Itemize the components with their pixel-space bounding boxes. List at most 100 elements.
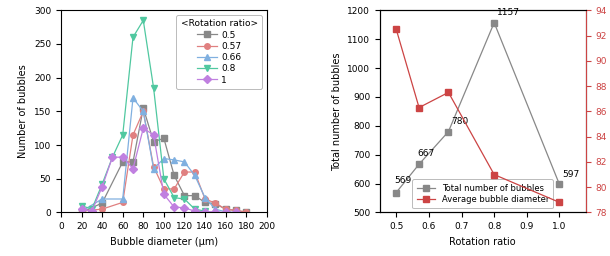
0.5 — [243, 211, 250, 214]
0.66 — [129, 96, 137, 99]
0.5 — [119, 160, 126, 163]
Text: 1157: 1157 — [497, 8, 520, 17]
Line: Total number of bubbles: Total number of bubbles — [393, 20, 562, 195]
0.57 — [212, 201, 219, 205]
1 — [119, 156, 126, 159]
0.57 — [150, 165, 157, 168]
1 — [78, 208, 85, 211]
1 — [212, 210, 219, 213]
0.57 — [160, 187, 168, 190]
Average bubble diameter — [393, 28, 400, 31]
Average bubble diameter — [556, 201, 563, 204]
0.5 — [140, 106, 147, 110]
1 — [140, 127, 147, 130]
0.5 — [212, 202, 219, 205]
0.8 — [119, 133, 126, 136]
0.57 — [222, 208, 229, 211]
0.66 — [119, 197, 126, 200]
0.8 — [140, 19, 147, 22]
1 — [201, 210, 209, 213]
Total number of bubbles — [490, 21, 498, 24]
X-axis label: Rotation ratio: Rotation ratio — [450, 237, 516, 247]
0.57 — [181, 170, 188, 174]
1 — [181, 206, 188, 209]
1 — [129, 167, 137, 170]
0.57 — [243, 210, 250, 213]
X-axis label: Bubble diameter (μm): Bubble diameter (μm) — [110, 237, 218, 247]
0.8 — [88, 208, 96, 211]
0.66 — [170, 158, 178, 162]
0.66 — [98, 197, 106, 200]
0.5 — [98, 201, 106, 205]
Legend: Total number of bubbles, Average bubble diameter: Total number of bubbles, Average bubble … — [412, 179, 553, 208]
0.8 — [170, 196, 178, 199]
1 — [222, 211, 229, 214]
Y-axis label: Number of bubbles: Number of bubbles — [18, 65, 29, 158]
Line: 1: 1 — [79, 125, 239, 215]
Line: 0.5: 0.5 — [79, 105, 249, 215]
0.8 — [129, 36, 137, 39]
Total number of bubbles — [445, 130, 452, 133]
Line: 0.57: 0.57 — [79, 109, 249, 215]
Line: 0.8: 0.8 — [78, 17, 209, 215]
0.57 — [140, 110, 147, 113]
0.5 — [129, 160, 137, 163]
Total number of bubbles — [393, 191, 400, 194]
0.5 — [170, 174, 178, 177]
1 — [109, 156, 116, 159]
0.66 — [181, 160, 188, 163]
Line: 0.66: 0.66 — [79, 95, 239, 215]
0.66 — [201, 196, 209, 199]
0.5 — [232, 209, 240, 212]
0.66 — [150, 167, 157, 170]
0.66 — [232, 211, 240, 214]
0.5 — [78, 211, 85, 214]
Legend: 0.5, 0.57, 0.66, 0.8, 1: 0.5, 0.57, 0.66, 0.8, 1 — [176, 15, 262, 89]
0.57 — [170, 187, 178, 190]
Line: Average bubble diameter: Average bubble diameter — [393, 26, 562, 205]
Total number of bubbles — [415, 163, 423, 166]
Average bubble diameter — [445, 91, 452, 94]
0.66 — [160, 157, 168, 160]
0.5 — [191, 194, 198, 197]
0.5 — [150, 140, 157, 143]
0.8 — [150, 86, 157, 89]
0.57 — [119, 201, 126, 204]
0.8 — [201, 210, 209, 213]
0.66 — [212, 208, 219, 211]
Total number of bubbles — [556, 183, 563, 186]
0.8 — [160, 177, 168, 180]
0.57 — [129, 133, 137, 136]
0.57 — [78, 210, 85, 213]
0.66 — [78, 210, 85, 213]
0.57 — [191, 170, 198, 174]
0.8 — [98, 183, 106, 186]
0.57 — [98, 208, 106, 211]
0.8 — [181, 197, 188, 200]
0.66 — [222, 210, 229, 213]
Average bubble diameter — [490, 173, 498, 176]
1 — [232, 211, 240, 214]
Average bubble diameter — [415, 106, 423, 109]
0.5 — [181, 194, 188, 197]
0.8 — [109, 156, 116, 159]
1 — [150, 133, 157, 136]
Text: 569: 569 — [395, 176, 412, 185]
0.5 — [201, 201, 209, 204]
0.5 — [222, 208, 229, 211]
Text: 780: 780 — [452, 117, 469, 126]
1 — [160, 193, 168, 196]
1 — [170, 206, 178, 209]
0.8 — [191, 208, 198, 211]
1 — [88, 210, 96, 213]
1 — [98, 185, 106, 188]
1 — [191, 210, 198, 213]
0.5 — [160, 137, 168, 140]
Text: 667: 667 — [417, 150, 435, 158]
0.66 — [191, 174, 198, 177]
0.57 — [232, 209, 240, 212]
Y-axis label: Total number of bubbles: Total number of bubbles — [332, 52, 342, 170]
0.66 — [140, 110, 147, 113]
Text: 597: 597 — [563, 170, 580, 179]
0.8 — [78, 204, 85, 207]
